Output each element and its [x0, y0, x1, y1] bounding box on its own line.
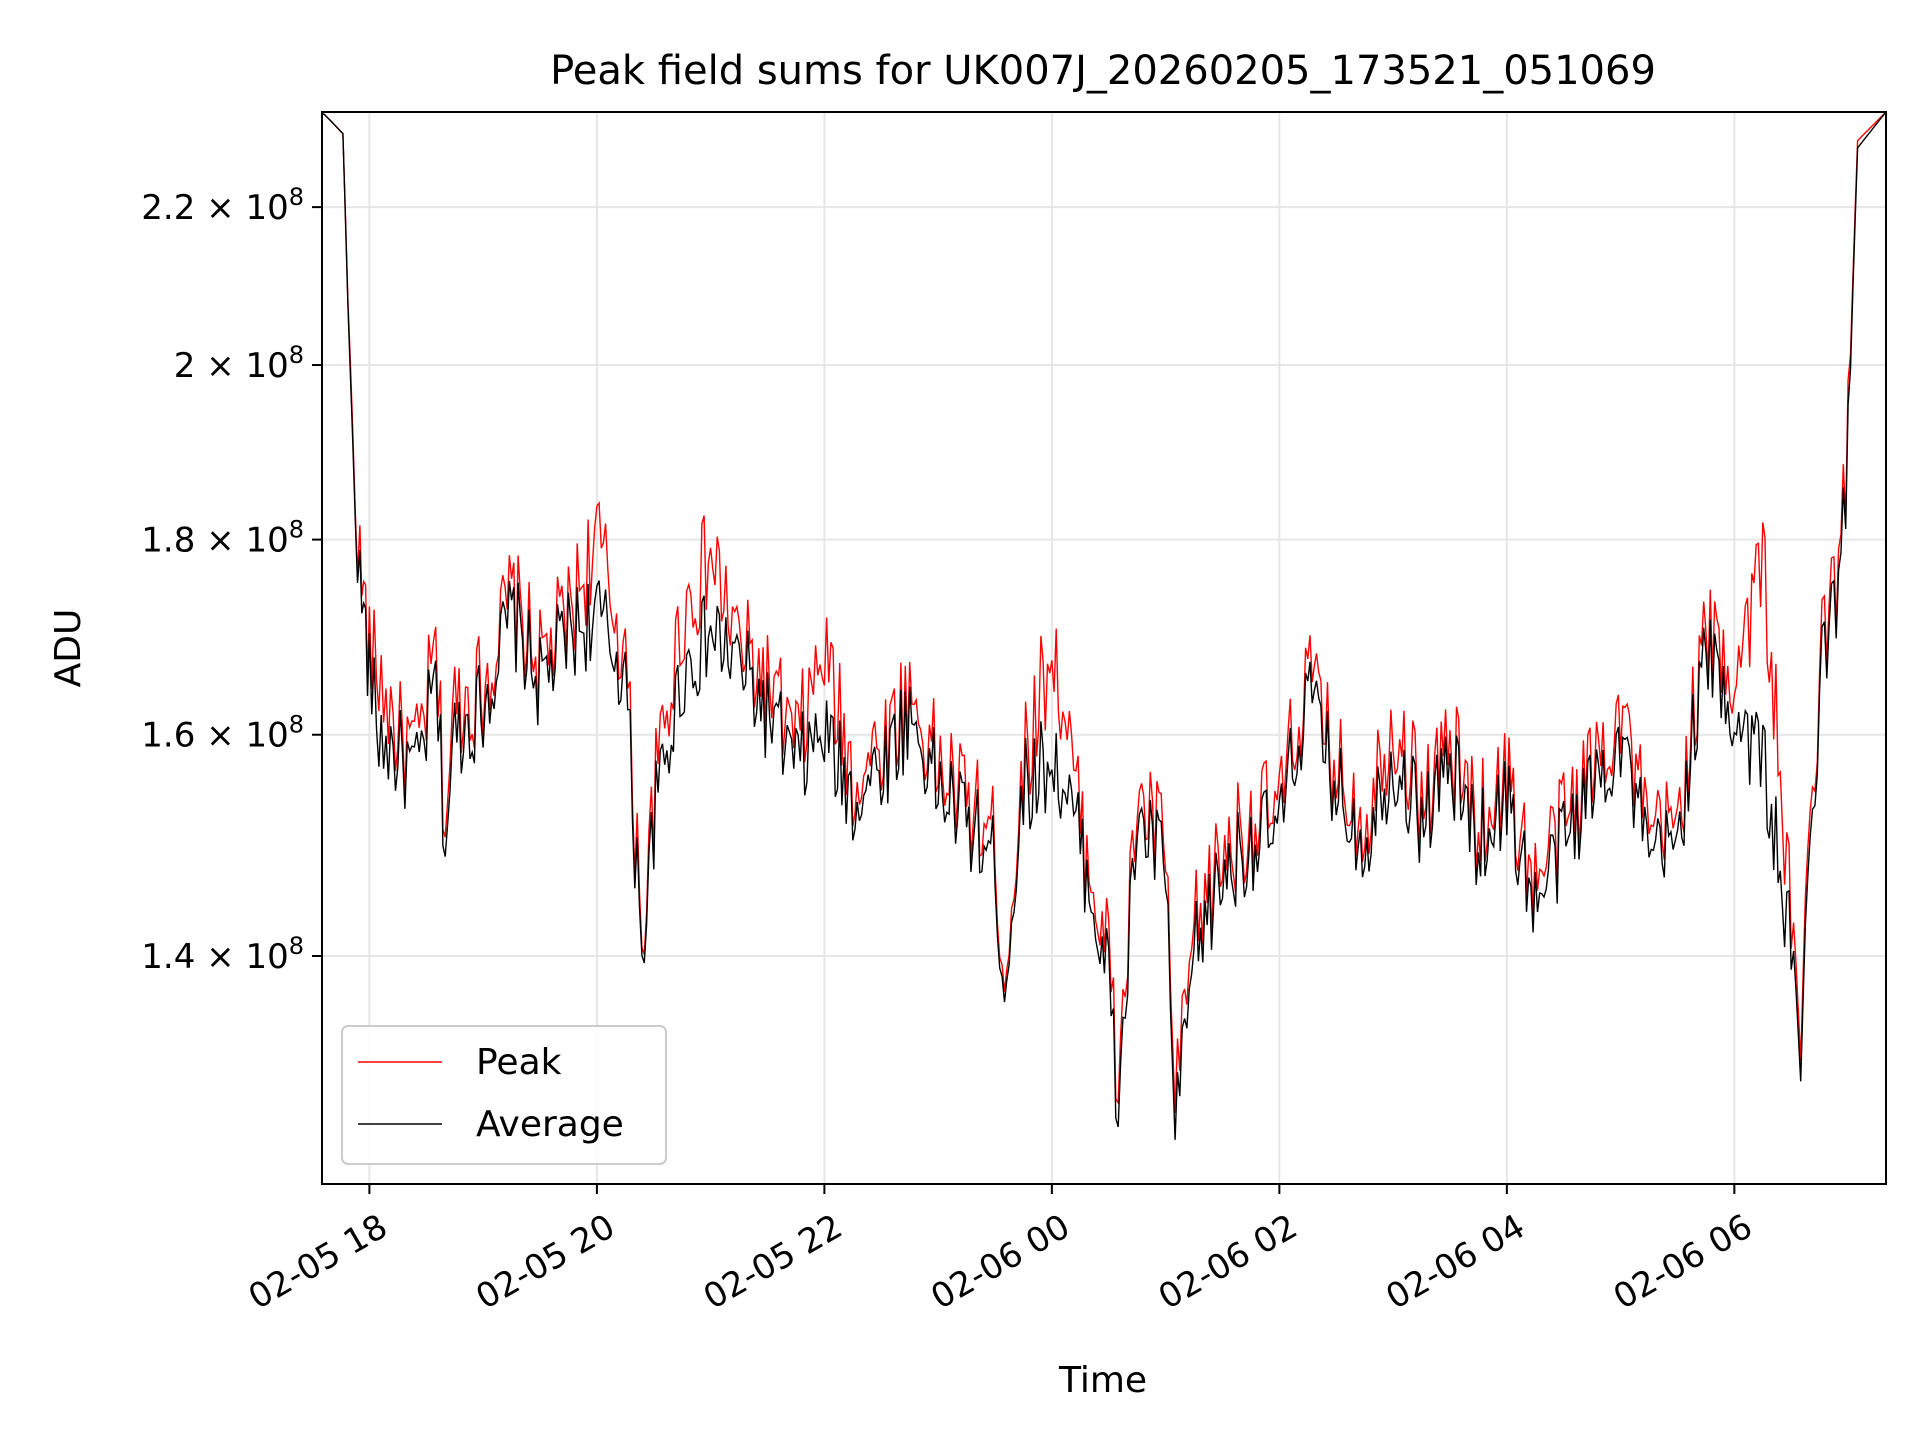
x-tick-label: 02-06 02 [1152, 1207, 1304, 1318]
x-tick-label: 02-05 20 [469, 1207, 621, 1318]
y-tick-label: 2.2 × 108 [141, 183, 304, 228]
y-axis-label: ADU [48, 609, 89, 688]
series-line-peak [321, 111, 1887, 1113]
legend: Peak Average [341, 1025, 667, 1165]
x-tick-label: 02-05 18 [242, 1207, 394, 1318]
legend-label-average: Average [476, 1104, 624, 1145]
x-tick-label: 02-06 04 [1379, 1207, 1531, 1318]
x-axis-ticks: 02-05 18 02-05 20 02-05 22 02-06 00 02-06 02… [242, 1184, 1759, 1318]
series-lines [321, 111, 1887, 1140]
x-tick-label: 02-06 00 [924, 1207, 1076, 1318]
x-axis-label: Time [1058, 1360, 1147, 1401]
series-line-average [321, 111, 1887, 1140]
y-axis-ticks: 1.4 × 108 1.6 × 108 1.8 × 108 2 × 108 2.2 × … [141, 183, 322, 977]
y-tick-label: 2 × 108 [174, 341, 304, 386]
legend-label-peak: Peak [476, 1042, 562, 1083]
x-tick-label: 02-06 06 [1607, 1207, 1759, 1318]
plot-frame [321, 111, 1887, 1185]
legend-box [341, 1025, 667, 1165]
chart-title: Peak field sums for UK007J_20260205_1735… [550, 48, 1656, 94]
y-tick-label: 1.6 × 108 [141, 711, 304, 756]
grid [322, 112, 1886, 1184]
y-tick-label: 1.4 × 108 [141, 932, 304, 977]
y-tick-label: 1.8 × 108 [141, 516, 304, 561]
x-tick-label: 02-05 22 [697, 1207, 849, 1318]
